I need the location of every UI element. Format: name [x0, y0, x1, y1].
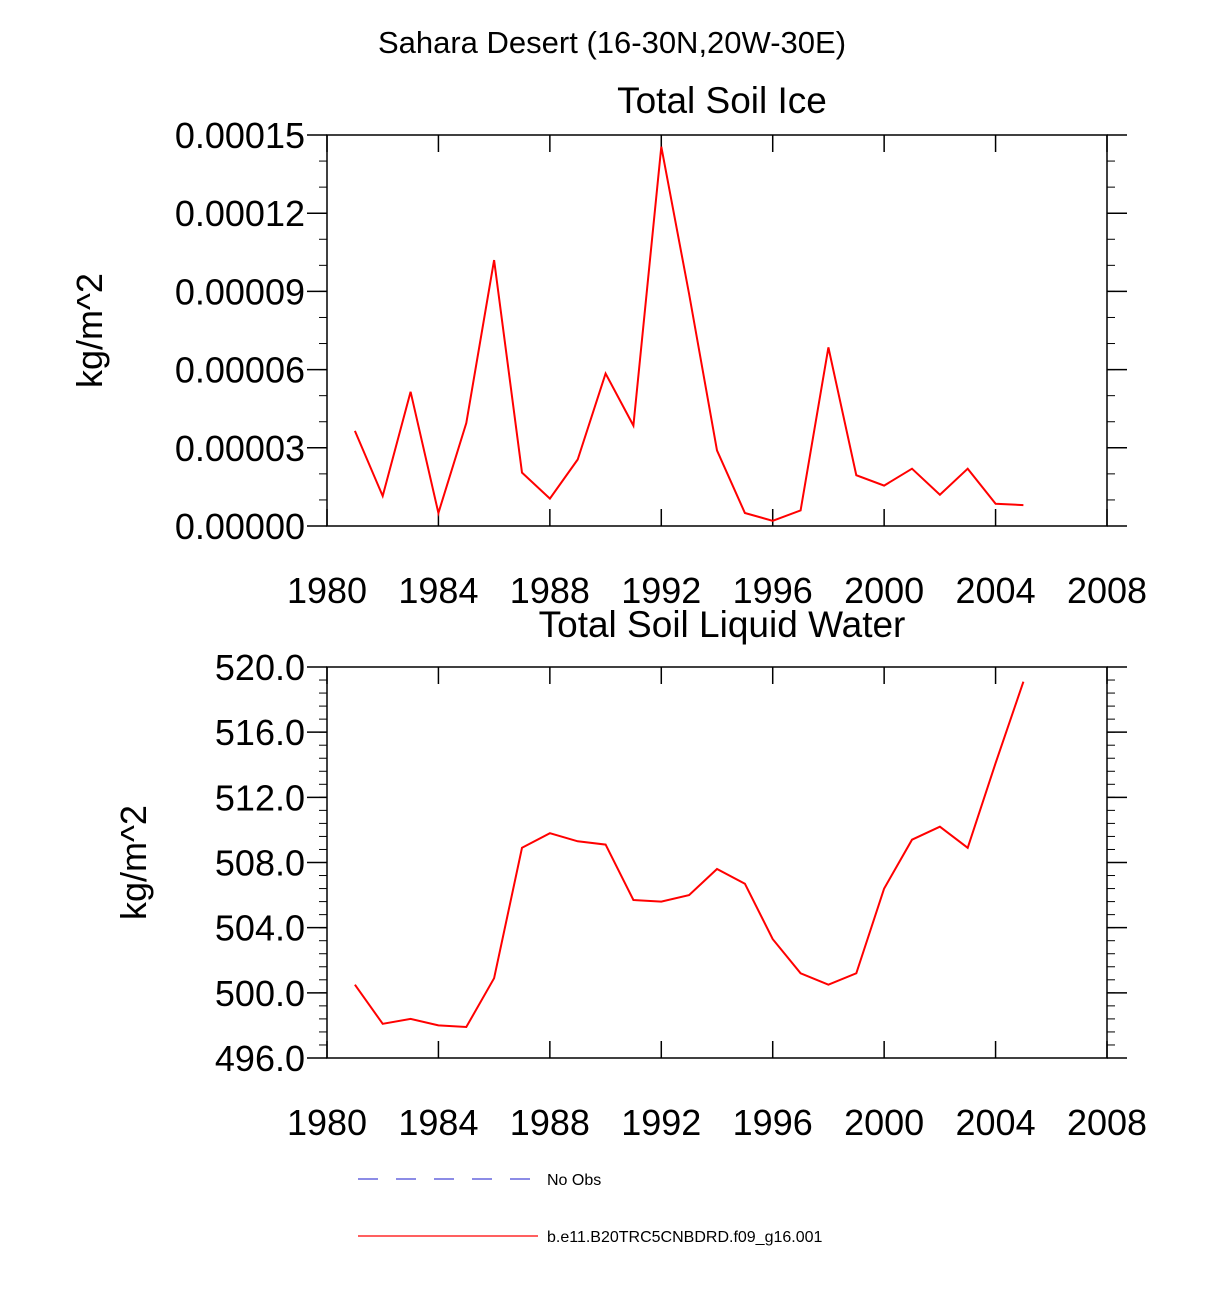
y-axis-label: kg/m^2: [113, 805, 154, 920]
legend-entry: b.e11.B20TRC5CNBDRD.f09_g16.001: [358, 1229, 823, 1246]
x-tick-label: 2008: [1067, 1102, 1147, 1143]
legend: No Obs b.e11.B20TRC5CNBDRD.f09_g16.001: [358, 1172, 823, 1246]
plot-frame: [327, 667, 1107, 1058]
x-tick-label: 2004: [956, 1102, 1036, 1143]
legend-label: b.e11.B20TRC5CNBDRD.f09_g16.001: [547, 1229, 823, 1246]
series-line: [355, 682, 1024, 1027]
legend-entry: No Obs: [358, 1172, 601, 1189]
y-tick-label: 508.0: [215, 843, 305, 884]
x-tick-label: 1988: [510, 1102, 590, 1143]
x-tick-label: 1996: [733, 1102, 813, 1143]
x-tick-label: 1992: [621, 1102, 701, 1143]
y-tick-label: 0.00000: [175, 506, 305, 547]
y-tick-label: 0.00009: [175, 271, 305, 312]
x-tick-label: 2008: [1067, 570, 1147, 611]
y-tick-label: 0.00006: [175, 350, 305, 391]
chart-title: Total Soil Ice: [617, 80, 827, 121]
y-axis-label: kg/m^2: [69, 273, 110, 388]
chart-panel-2: Total Soil Liquid Water 1980 1984 1988 1992 1…: [113, 604, 1147, 1143]
x-tick-label: 1980: [287, 1102, 367, 1143]
x-tick-label: 1980: [287, 570, 367, 611]
y-tick-label: 520.0: [215, 647, 305, 688]
x-tick-label: 2000: [844, 1102, 924, 1143]
x-tick-label: 1984: [398, 570, 478, 611]
plot-frame: [327, 135, 1107, 526]
figure-title: Sahara Desert (16-30N,20W-30E): [378, 25, 846, 60]
y-tick-label: 496.0: [215, 1038, 305, 1079]
x-tick-label: 1984: [398, 1102, 478, 1143]
chart-title: Total Soil Liquid Water: [539, 604, 906, 645]
y-tick-label: 500.0: [215, 973, 305, 1014]
y-tick-label: 0.00012: [175, 193, 305, 234]
legend-label: No Obs: [547, 1172, 601, 1189]
y-tick-label: 0.00003: [175, 428, 305, 469]
y-tick-label: 516.0: [215, 712, 305, 753]
series-line: [355, 147, 1024, 521]
y-tick-label: 504.0: [215, 908, 305, 949]
chart-panels: Total Soil Ice 1980 1984 1988 1992 1996 2000 20…: [69, 80, 1147, 1143]
y-tick-label: 0.00015: [175, 115, 305, 156]
y-tick-label: 512.0: [215, 777, 305, 818]
x-tick-label: 2004: [956, 570, 1036, 611]
